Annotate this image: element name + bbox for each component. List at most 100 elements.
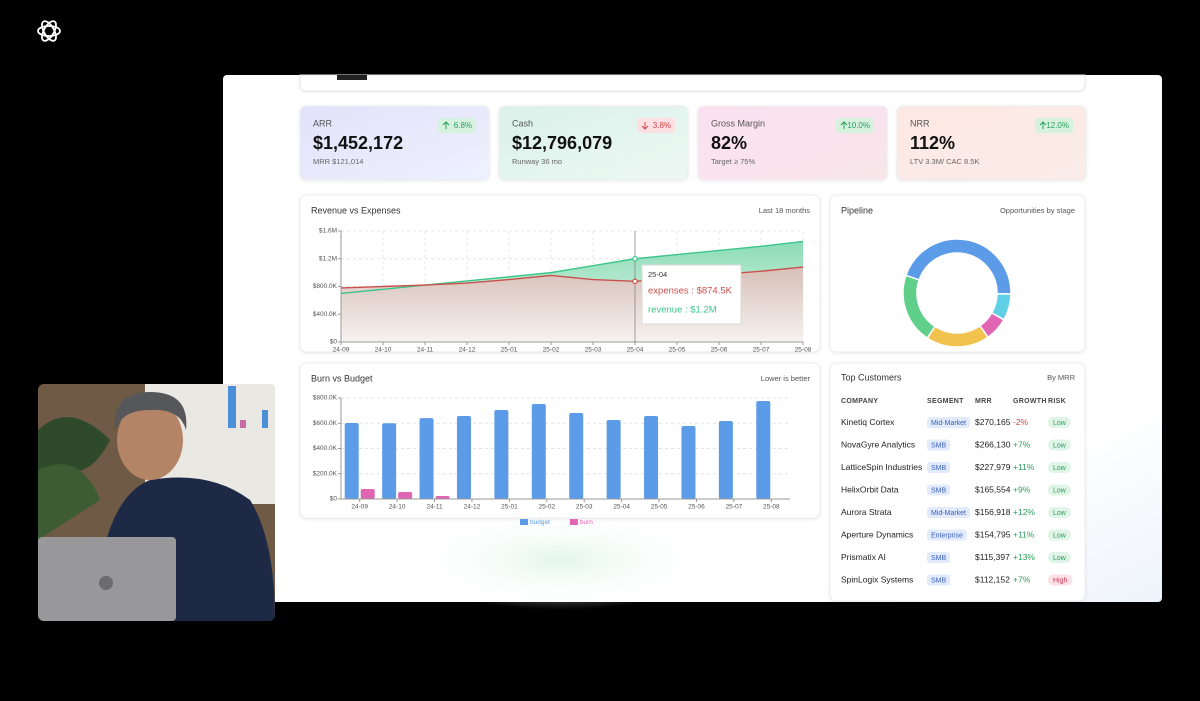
x-tick-label: 25-05 xyxy=(669,347,686,354)
risk-badge xyxy=(1048,552,1071,563)
segment-badge xyxy=(927,574,951,586)
glow xyxy=(400,510,720,610)
segment-badge xyxy=(927,552,951,563)
y-tick-label: $600.0K xyxy=(313,420,338,427)
bar xyxy=(398,492,413,499)
kpi-value: 82% xyxy=(711,133,747,153)
x-tick-label: 25-07 xyxy=(726,504,743,511)
growth: +13% xyxy=(1013,552,1035,562)
donut-segment xyxy=(902,274,937,340)
nav-bar xyxy=(299,74,1086,92)
x-tick-label: 24-11 xyxy=(417,347,434,354)
mrr: $266,130 xyxy=(975,439,1011,449)
mrr: $112,152 xyxy=(975,574,1010,584)
x-tick-label: 25-05 xyxy=(651,504,668,511)
growth: +11% xyxy=(1013,462,1035,472)
company: SpinLogix Systems xyxy=(841,574,913,584)
risk-badge-text: Low xyxy=(1053,555,1067,562)
x-tick-label: 25-03 xyxy=(576,504,593,511)
company: NovaGyre Analytics xyxy=(841,439,915,449)
segment-badge xyxy=(927,417,971,428)
kpi-label: ARR xyxy=(313,118,333,128)
y-tick-label: $400.0K xyxy=(313,445,338,452)
tooltip-line: expenses : $874.5K xyxy=(648,286,733,297)
kpi-sub: LTV 3.3M/ CAC 8.5K xyxy=(910,157,979,166)
bar xyxy=(718,420,733,499)
y-tick-label: $400.0K xyxy=(313,311,338,318)
growth: +12% xyxy=(1013,507,1035,517)
x-tick-label: 24-12 xyxy=(459,347,476,354)
mrr: $156,918 xyxy=(975,507,1011,517)
y-tick-label: $200.0K xyxy=(313,470,338,477)
risk-badge-text: Low xyxy=(1053,510,1067,517)
segment-badge-text: SMB xyxy=(931,555,947,562)
risk-badge-text: High xyxy=(1053,577,1068,584)
x-tick-label: 24-12 xyxy=(464,504,481,511)
kpi-delta-pill xyxy=(637,118,675,133)
risk-badge xyxy=(1048,462,1071,473)
column-header: RISK xyxy=(1048,398,1066,405)
segment-badge xyxy=(927,484,951,496)
legend-label: budget xyxy=(530,519,550,526)
bar xyxy=(644,416,659,499)
x-tick-label: 25-07 xyxy=(753,347,770,354)
kpi-delta-pill xyxy=(438,118,476,133)
kpi-sub: Runway 36 mo xyxy=(512,157,562,166)
bar xyxy=(382,423,397,499)
tooltip-box xyxy=(641,264,742,325)
bar xyxy=(756,401,771,499)
hover-dot xyxy=(632,278,638,285)
company: Prismatix AI xyxy=(841,552,886,562)
kpi-delta-pill xyxy=(1035,118,1073,133)
x-tick-label: 25-02 xyxy=(538,504,555,511)
pipeline-card xyxy=(829,194,1086,353)
bar xyxy=(531,404,546,499)
x-tick-label: 24-11 xyxy=(426,504,443,511)
customers-card xyxy=(829,362,1086,602)
segment-badge-text: Enterprise xyxy=(931,532,963,539)
column-header: GROWTH xyxy=(1013,398,1047,405)
mrr: $227,979 xyxy=(975,462,1011,472)
growth: +11% xyxy=(1013,529,1035,539)
company: Aurora Strata xyxy=(841,507,892,517)
column-header: COMPANY xyxy=(841,398,878,405)
x-tick-label: 24-10 xyxy=(389,504,406,511)
x-tick-label: 25-06 xyxy=(711,347,728,354)
segment-badge xyxy=(927,462,951,473)
kpi-label: Cash xyxy=(512,118,533,128)
risk-badge xyxy=(1048,439,1071,451)
x-tick-label: 25-04 xyxy=(627,347,644,354)
chart-title: Pipeline xyxy=(841,205,873,215)
segment-badge xyxy=(927,507,971,518)
segment-badge-text: SMB xyxy=(931,487,947,494)
segment-badge-text: Mid-Market xyxy=(931,510,966,517)
kpi-sub: Target ≥ 75% xyxy=(711,157,755,166)
bar xyxy=(494,409,509,499)
risk-badge-text: Low xyxy=(1053,442,1067,449)
chart-subtitle: Lower is better xyxy=(761,374,811,383)
mrr: $154,795 xyxy=(975,529,1011,539)
mrr: $270,165 xyxy=(975,417,1011,427)
bar xyxy=(606,419,621,499)
chart-subtitle: Opportunities by stage xyxy=(1000,206,1075,215)
kpi-label: Gross Margin xyxy=(711,118,765,128)
x-tick-label: 25-08 xyxy=(763,504,780,511)
y-tick-label: $1.6M xyxy=(319,228,337,235)
tooltip-line: revenue : $1.2M xyxy=(648,305,717,316)
x-tick-label: 25-04 xyxy=(613,504,630,511)
segment-badge-text: SMB xyxy=(931,577,947,584)
risk-badge xyxy=(1048,574,1073,586)
segment-badge xyxy=(927,439,951,451)
company: HelixOrbit Data xyxy=(841,484,899,494)
kpi-delta: 3.8% xyxy=(653,121,671,130)
kpi-delta: 12.0% xyxy=(1046,121,1069,130)
risk-badge xyxy=(1048,417,1071,428)
growth: -2% xyxy=(1013,417,1029,427)
kpi-value: $1,452,172 xyxy=(313,133,403,153)
nav-button[interactable] xyxy=(337,75,367,80)
kpi-value: $12,796,079 xyxy=(512,133,612,153)
x-tick-label: 25-02 xyxy=(543,347,560,354)
segment-badge xyxy=(927,529,967,541)
column-header: MRR xyxy=(975,398,992,405)
